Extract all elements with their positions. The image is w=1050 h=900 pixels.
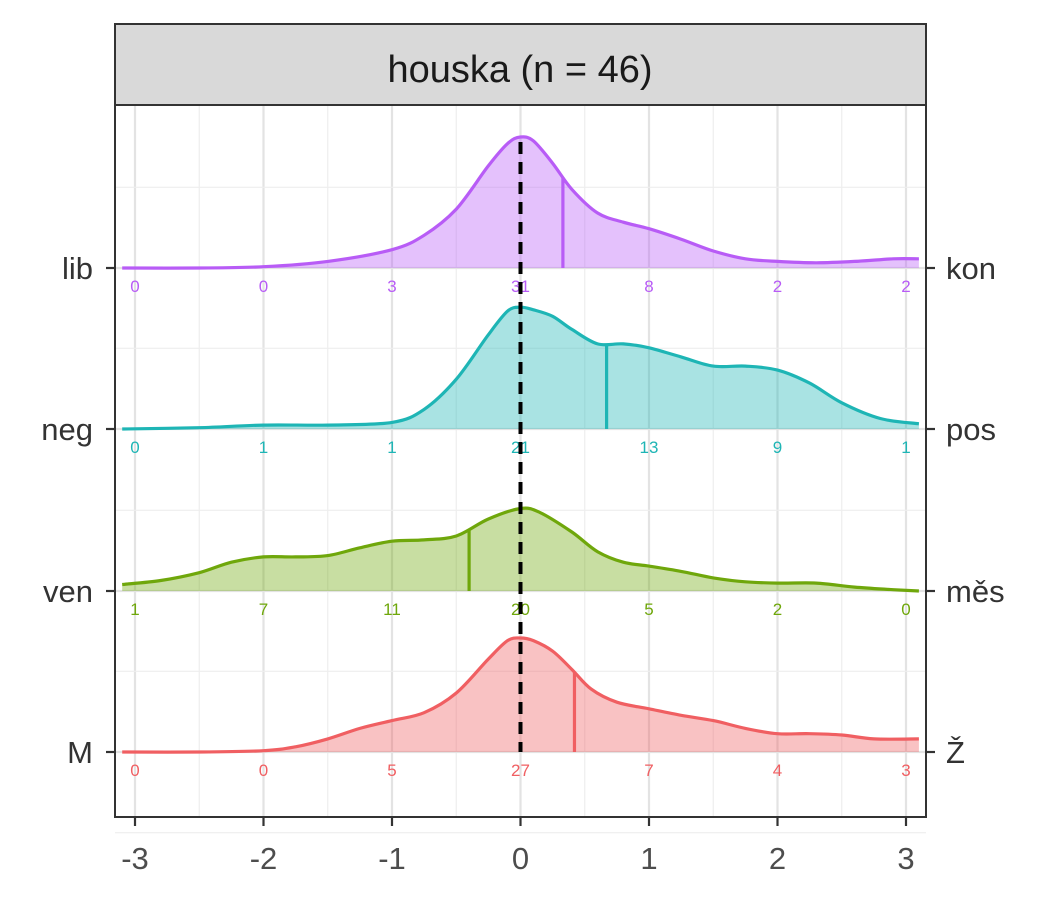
count-label: 0 <box>130 277 139 296</box>
count-label: 1 <box>901 438 910 457</box>
left-label: ven <box>43 574 93 609</box>
count-label: 2 <box>901 277 910 296</box>
count-label: 8 <box>644 277 653 296</box>
right-label: Ž <box>946 735 965 770</box>
count-label: 7 <box>644 761 653 780</box>
chart-title: houska (n = 46) <box>387 49 652 91</box>
count-label: 0 <box>259 761 268 780</box>
x-tick-label: 0 <box>512 841 529 876</box>
density-curve <box>122 135 919 270</box>
count-label: 0 <box>130 761 139 780</box>
left-label: neg <box>41 412 93 447</box>
count-label: 13 <box>640 438 659 457</box>
density-curve <box>122 305 920 431</box>
x-tick-label: -3 <box>121 841 149 876</box>
density-curve <box>122 506 919 593</box>
count-label: 2 <box>773 277 782 296</box>
count-label: 0 <box>901 600 910 619</box>
count-label: 1 <box>259 438 268 457</box>
count-label: 3 <box>901 761 910 780</box>
x-axis: lib kon neg pos ven měs M Ž -3 -2 -1 0 1 2 3 <box>41 251 1004 876</box>
count-label: 1 <box>387 438 396 457</box>
count-label: 0 <box>259 277 268 296</box>
right-label: pos <box>946 412 996 447</box>
count-label: 3 <box>387 277 396 296</box>
x-tick-label: -2 <box>250 841 278 876</box>
density-row-3: 0 0 5 27 7 4 3 <box>122 636 919 780</box>
right-label: měs <box>946 574 1005 609</box>
count-label: 7 <box>259 600 268 619</box>
density-curve <box>122 636 919 754</box>
count-label: 27 <box>511 761 530 780</box>
count-label: 5 <box>644 600 653 619</box>
x-tick-label: 2 <box>769 841 786 876</box>
left-label: M <box>67 735 93 770</box>
count-label: 1 <box>130 600 139 619</box>
x-tick-label: 3 <box>897 841 914 876</box>
count-label: 0 <box>130 438 139 457</box>
right-label: kon <box>946 251 996 286</box>
count-label: 11 <box>383 600 401 619</box>
x-tick-label: -1 <box>378 841 406 876</box>
count-label: 4 <box>773 761 782 780</box>
count-label: 9 <box>773 438 782 457</box>
left-label: lib <box>62 251 93 286</box>
strip-background <box>114 23 927 106</box>
x-tick-label: 1 <box>640 841 657 876</box>
count-label: 5 <box>387 761 396 780</box>
count-label: 2 <box>773 600 782 619</box>
